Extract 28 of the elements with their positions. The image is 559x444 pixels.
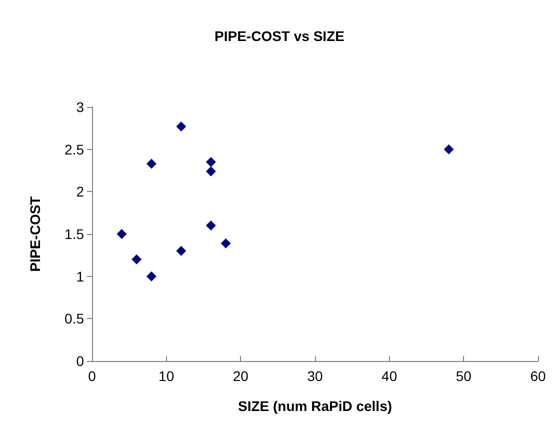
y-tick-label: 1.5 [64, 226, 84, 242]
point [444, 144, 454, 154]
x-tick-label: 40 [382, 368, 398, 384]
point [206, 157, 216, 168]
y-tick-label: 3 [76, 99, 84, 115]
y-tick-label: 0 [76, 353, 84, 369]
x-tick-label: 30 [307, 368, 323, 384]
point [146, 271, 156, 282]
x-axis-title: SIZE (num RaPiD cells) [238, 398, 392, 414]
point [116, 229, 127, 239]
point [206, 220, 216, 231]
chart-title: PIPE-COST vs SIZE [214, 28, 344, 44]
point [176, 121, 186, 132]
point [146, 158, 156, 169]
y-tick-label: 1 [76, 268, 84, 284]
x-tick-label: 50 [456, 368, 472, 384]
point [206, 166, 216, 176]
point [176, 246, 186, 256]
x-tick-label: 60 [530, 368, 546, 384]
y-tick-label: 0.5 [64, 310, 84, 327]
y-axis-title: PIPE-COST [27, 196, 43, 272]
point [132, 254, 142, 264]
x-tick-label: 20 [232, 368, 249, 384]
x-tick-label: 10 [158, 368, 174, 384]
point [220, 238, 231, 248]
y-tick-label: 2 [76, 184, 84, 200]
y-tick-label: 2.5 [64, 141, 84, 158]
x-tick-label: 0 [88, 368, 96, 384]
